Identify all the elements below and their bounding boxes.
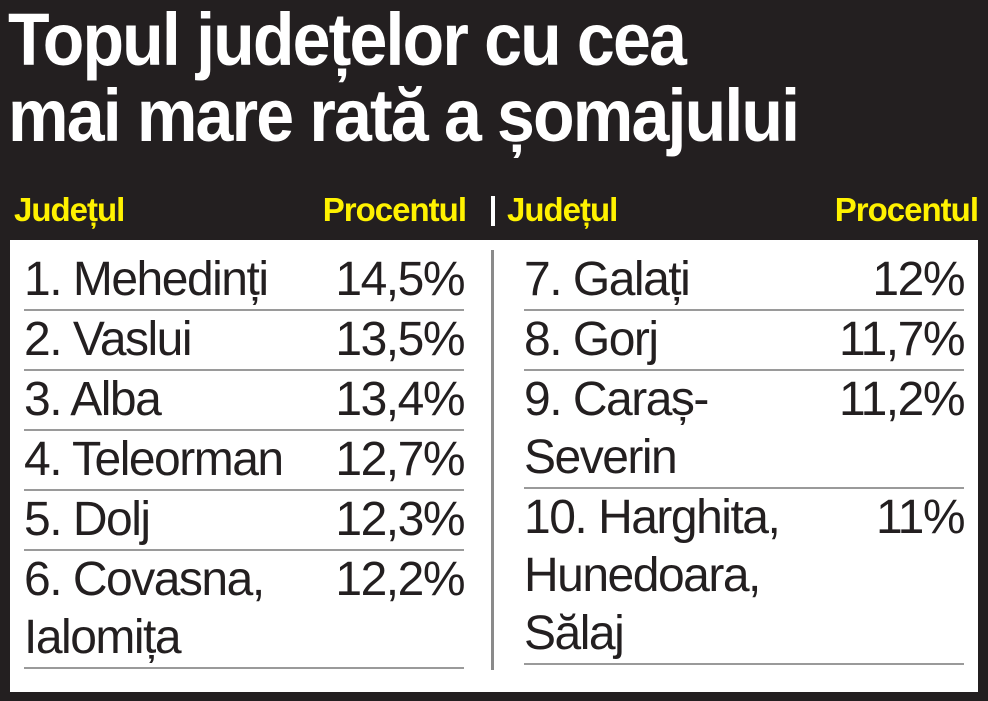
table-row: 8. Gorj 11,7% — [524, 311, 966, 371]
unemployment-percent: 12,7% — [335, 433, 465, 486]
header-separator — [491, 196, 495, 226]
table-row: 1. Mehedinți 14,5% — [24, 251, 465, 311]
unemployment-percent: 11,2% — [838, 373, 966, 426]
table-row: 2. Vaslui 13,5% — [24, 311, 465, 371]
column-headers: Județul Procentul Județul Procentul — [0, 188, 988, 236]
table-row: 7. Galați 12% — [524, 251, 965, 311]
title-line-1: Topul județelor cu cea — [8, 0, 687, 81]
county-name: 8. Gorj — [524, 313, 659, 366]
table-column-left: 1. Mehedinți 14,5% 2. Vaslui 13,5% 3. Alba 13… — [24, 251, 465, 669]
county-name: 2. Vaslui — [24, 313, 193, 366]
unemployment-percent: 12% — [872, 253, 965, 306]
table-row: 6. Covasna, Ialomița 12,2% — [24, 551, 465, 669]
title-line-2: mai mare rată a șomajului — [8, 74, 800, 157]
county-name: 10. Harghita, Hunedoara, Sălaj — [524, 491, 781, 660]
ranking-table: 1. Mehedinți 14,5% 2. Vaslui 13,5% 3. Alba 13… — [10, 240, 978, 692]
table-row: 10. Harghita, Hunedoara, Sălaj 11% — [524, 489, 966, 665]
unemployment-percent: 13,4% — [335, 373, 465, 426]
header-county-right: Județul — [507, 191, 618, 228]
unemployment-percent: 11% — [875, 491, 966, 544]
unemployment-percent: 12,2% — [335, 553, 465, 606]
infographic-title: Topul județelor cu cea mai mare rată a ș… — [8, 2, 900, 154]
header-percent-right: Procentul — [834, 191, 979, 228]
county-name: 4. Teleorman — [24, 433, 284, 486]
table-row: 4. Teleorman 12,7% — [24, 431, 465, 491]
unemployment-percent: 13,5% — [335, 313, 465, 366]
table-column-right: 7. Galați 12% 8. Gorj 11,7% 9. Caraș- Severi… — [524, 251, 966, 665]
table-row: 3. Alba 13,4% — [24, 371, 465, 431]
county-name: 9. Caraș- Severin — [524, 373, 709, 484]
county-name: 5. Dolj — [24, 493, 151, 546]
table-row: 5. Dolj 12,3% — [24, 491, 465, 551]
county-name: 7. Galați — [524, 253, 691, 306]
unemployment-percent: 11,7% — [838, 313, 966, 366]
county-name: 1. Mehedinți — [24, 253, 269, 306]
header-county-left: Județul — [14, 191, 125, 228]
county-name: 6. Covasna, Ialomița — [24, 553, 265, 664]
header-percent-left: Procentul — [322, 191, 467, 228]
unemployment-percent: 14,5% — [335, 253, 465, 306]
unemployment-percent: 12,3% — [335, 493, 465, 546]
column-divider — [491, 250, 494, 670]
county-name: 3. Alba — [24, 373, 162, 426]
table-row: 9. Caraș- Severin 11,2% — [524, 371, 966, 489]
